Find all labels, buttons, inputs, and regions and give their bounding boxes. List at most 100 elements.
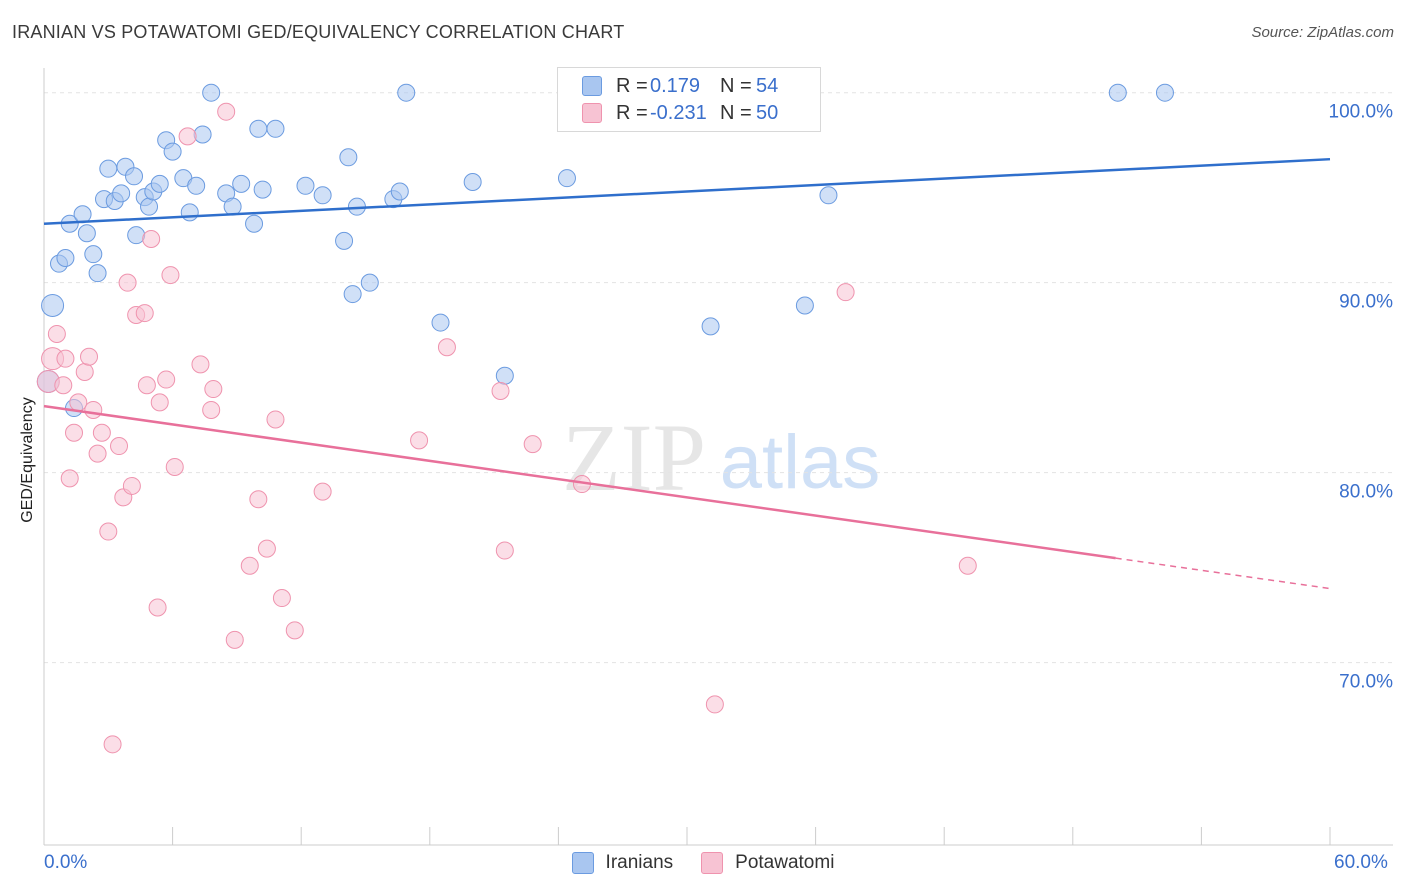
- iranians-point: [223, 197, 242, 216]
- potawatomi-point: [150, 393, 169, 412]
- iranians-point: [495, 366, 514, 385]
- series-legend: Iranians Potawatomi: [0, 852, 1406, 874]
- iranians-point: [313, 186, 332, 205]
- x-tick-right: 60.0%: [1334, 852, 1388, 873]
- potawatomi-point: [99, 522, 118, 541]
- potawatomi-point: [191, 355, 210, 374]
- potawatomi-point: [142, 229, 161, 248]
- potawatomi-point: [204, 380, 223, 399]
- iranians-point: [125, 167, 144, 186]
- iranians-point: [339, 148, 358, 167]
- potawatomi-point: [56, 349, 75, 368]
- potawatomi-point: [836, 283, 855, 302]
- y-tick-label: 90.0%: [1339, 292, 1393, 313]
- n-value: 50: [756, 101, 779, 124]
- iranians-point: [84, 245, 103, 264]
- source-note: Source: ZipAtlas.com: [1251, 24, 1394, 41]
- r-label: R =: [616, 74, 648, 97]
- stats-row-iranians: R = 0.179 N = 54: [582, 74, 778, 98]
- potawatomi-point: [157, 370, 176, 389]
- axes: [43, 68, 1393, 846]
- iranians-point: [112, 184, 131, 203]
- watermark-atlas: atlas: [720, 420, 881, 505]
- potawatomi-point: [240, 556, 259, 575]
- potawatomi-point: [257, 539, 276, 558]
- iranians-point: [266, 119, 285, 138]
- iranians-point: [41, 293, 65, 317]
- potawatomi-point: [313, 482, 332, 501]
- iranians-point: [202, 83, 221, 102]
- iranians-point: [701, 317, 720, 336]
- potawatomi-point: [80, 347, 99, 366]
- r-value: 0.179: [650, 74, 701, 97]
- potawatomi-point: [285, 621, 304, 640]
- legend-label-iranians: Iranians: [605, 852, 674, 873]
- potawatomi-point: [84, 400, 103, 419]
- iranians-point: [245, 214, 264, 233]
- legend-item-potawatomi[interactable]: Potawatomi: [701, 852, 834, 874]
- stats-legend: R = 0.179 N = 54 R = -0.231 N = 50: [557, 67, 821, 132]
- potawatomi-point: [69, 393, 88, 412]
- potawatomi-point: [202, 400, 221, 419]
- iranians-point: [249, 119, 268, 138]
- potawatomi-point: [523, 435, 542, 454]
- iranians-point: [73, 205, 92, 224]
- potawatomi-point: [47, 324, 66, 343]
- iranians-point: [232, 174, 251, 193]
- potawatomi-point: [495, 541, 514, 560]
- iranians-point: [335, 231, 354, 250]
- potawatomi-point: [165, 457, 184, 476]
- iranians-legend-swatch-icon: [571, 852, 594, 874]
- potawatomi-point: [118, 273, 137, 292]
- iranians-point: [390, 182, 409, 201]
- potawatomi-point: [178, 127, 197, 146]
- r-label: R =: [616, 101, 648, 124]
- iranians-point: [343, 285, 362, 304]
- y-tick-label: 100.0%: [1329, 102, 1394, 123]
- iranians-point: [1108, 83, 1127, 102]
- y-tick-label: 70.0%: [1339, 672, 1393, 693]
- iranians-point: [193, 125, 212, 144]
- iranians-swatch-icon: [582, 76, 602, 96]
- potawatomi-point: [958, 556, 977, 575]
- potawatomi-point: [137, 376, 156, 395]
- potawatomi-point: [705, 695, 724, 714]
- potawatomi-point: [249, 490, 268, 509]
- potawatomi-point: [410, 431, 429, 450]
- iranians-trend-line: [43, 157, 1331, 226]
- potawatomi-swatch-icon: [582, 103, 602, 123]
- potawatomi-point: [122, 476, 141, 495]
- stats-row-potawatomi: R = -0.231 N = 50: [582, 101, 778, 125]
- iranians-point: [140, 197, 159, 216]
- iranians-point: [56, 248, 75, 267]
- potawatomi-point: [437, 338, 456, 357]
- n-label: N =: [720, 74, 752, 97]
- iranians-point: [463, 172, 482, 191]
- y-tick-label: 80.0%: [1339, 482, 1393, 503]
- iranians-point: [99, 159, 118, 178]
- x-tick-left: 0.0%: [44, 852, 88, 873]
- n-value: 54: [756, 74, 779, 97]
- iranians-point: [77, 224, 96, 243]
- potawatomi-point: [148, 598, 167, 617]
- n-label: N =: [720, 101, 752, 124]
- potawatomi-point: [75, 362, 94, 381]
- potawatomi-point: [272, 589, 291, 608]
- legend-item-iranians[interactable]: Iranians: [571, 852, 674, 874]
- iranians-point: [88, 264, 107, 283]
- potawatomi-point: [54, 376, 73, 395]
- r-value: -0.231: [650, 101, 707, 124]
- iranians-point: [557, 169, 576, 188]
- potawatomi-trend-line: [43, 404, 1116, 560]
- iranians-point: [296, 176, 315, 195]
- potawatomi-point: [266, 410, 285, 429]
- potawatomi-point: [161, 266, 180, 285]
- iranians-point: [163, 142, 182, 161]
- potawatomi-point: [217, 102, 236, 121]
- iranians-point: [819, 186, 838, 205]
- potawatomi-point: [60, 469, 79, 488]
- data-points: [36, 83, 1174, 754]
- potawatomi-point: [103, 735, 122, 754]
- potawatomi-point: [92, 423, 111, 442]
